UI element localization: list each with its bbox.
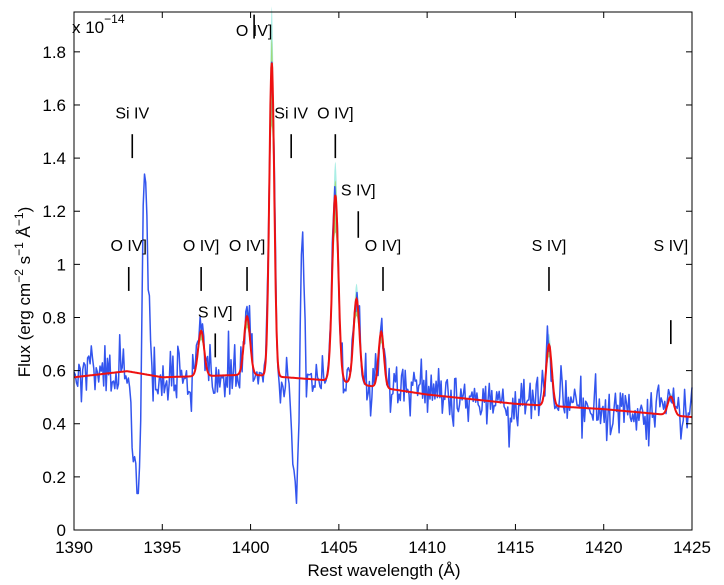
x-tick-label: 1415 <box>497 538 535 557</box>
line-label-2: O IV] <box>183 238 219 255</box>
y-tick-label: 1.8 <box>42 43 66 62</box>
line-label-9: O IV] <box>365 238 401 255</box>
y-tick-label: 1 <box>57 255 66 274</box>
y-tick-label: 0.2 <box>42 468 66 487</box>
model-fit-line <box>73 62 692 419</box>
line-label-8: S IV] <box>341 182 376 199</box>
y-tick-label: 1.6 <box>42 96 66 115</box>
x-tick-label: 1405 <box>320 538 358 557</box>
x-tick-label: 1390 <box>55 538 93 557</box>
y-scale-factor: x 10−14 <box>72 12 125 37</box>
line-label-6: Si IV <box>274 105 308 122</box>
x-axis-ticks: 1390 1395 1400 1405 1410 1415 1420 1425 <box>55 12 711 557</box>
x-axis-label: Rest wavelength (Å) <box>307 561 460 580</box>
line-label-11: S IV] <box>653 238 688 255</box>
model-fit <box>73 62 692 419</box>
line-label-4: O IV] <box>229 238 265 255</box>
line-label-1: Si IV <box>115 105 149 122</box>
x-tick-label: 1400 <box>232 538 270 557</box>
y-tick-label: 1.2 <box>42 202 66 221</box>
y-axis-label: Flux (erg cm−2 s−1 Å−1) <box>12 207 34 378</box>
line-label-7: O IV] <box>317 105 353 122</box>
line-label-0: O IV] <box>111 238 147 255</box>
x-tick-label: 1395 <box>143 538 181 557</box>
line-label-10: S IV] <box>532 238 567 255</box>
x-tick-label: 1410 <box>408 538 446 557</box>
y-tick-label: 0.8 <box>42 308 66 327</box>
y-axis-ticks: 0 0.2 0.4 0.6 0.8 1 1.2 1.4 1.6 1.8 <box>42 43 692 540</box>
y-tick-label: 0.4 <box>42 415 66 434</box>
plot-frame <box>73 11 693 531</box>
y-tick-label: 0.6 <box>42 362 66 381</box>
y-tick-label: 1.4 <box>42 149 66 168</box>
x-tick-label: 1420 <box>585 538 623 557</box>
x-tick-label: 1425 <box>673 538 711 557</box>
y-tick-label: 0 <box>57 521 66 540</box>
line-label-3: S IV] <box>198 304 233 321</box>
line-identifications: O IV] Si IV O IV] S IV] O IV] O IV] Si IV O IV]… <box>111 14 688 358</box>
